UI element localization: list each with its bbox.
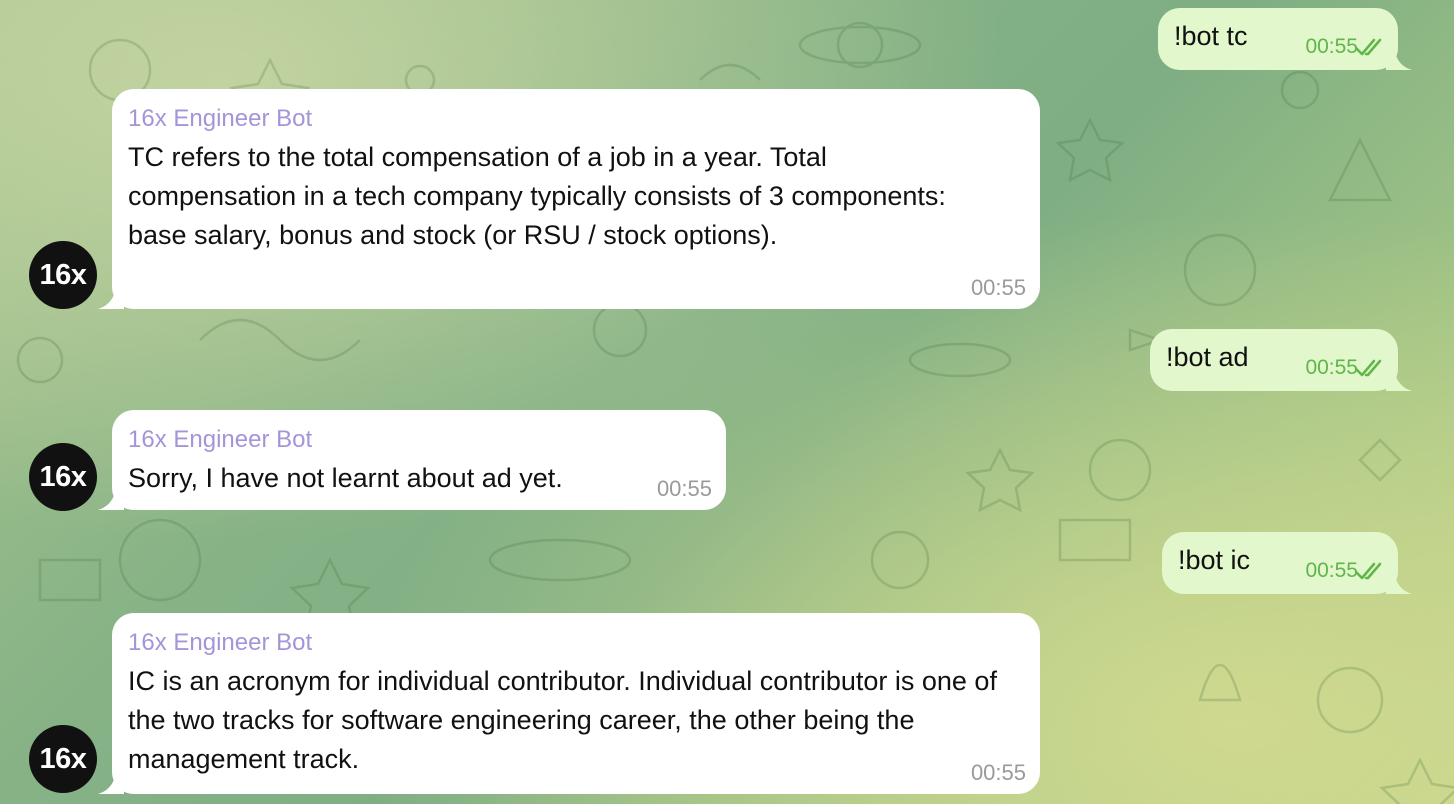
double-check-icon xyxy=(1354,562,1382,580)
message-time: 00:55 xyxy=(970,760,1026,785)
double-check-icon xyxy=(1354,38,1382,56)
message-text: !bot ic xyxy=(1178,545,1251,575)
outgoing-message[interactable]: !bot ad 00:55 xyxy=(1150,329,1398,391)
outgoing-message[interactable]: !bot ic 00:55 xyxy=(1162,532,1398,594)
double-check-icon xyxy=(1354,359,1382,377)
bot-avatar[interactable]: 16x xyxy=(29,241,97,309)
message-time: 00:55 xyxy=(656,476,712,501)
sender-name[interactable]: 16x Engineer Bot xyxy=(128,426,313,453)
message-text: TC refers to the total compensation of a… xyxy=(128,142,946,250)
sender-name[interactable]: 16x Engineer Bot xyxy=(128,105,313,132)
message-text: !bot tc xyxy=(1174,21,1248,51)
message-text: Sorry, I have not learnt about ad yet. xyxy=(128,463,563,493)
incoming-message[interactable]: 16x Engineer Bot IC is an acronym for in… xyxy=(112,613,1040,794)
message-time: 00:55 xyxy=(1305,356,1358,379)
bot-avatar[interactable]: 16x xyxy=(29,443,97,511)
incoming-message[interactable]: 16x Engineer Bot TC refers to the total … xyxy=(112,89,1040,309)
message-time: 00:55 xyxy=(970,275,1026,300)
outgoing-message[interactable]: !bot tc 00:55 xyxy=(1158,8,1398,70)
sender-name[interactable]: 16x Engineer Bot xyxy=(128,629,313,656)
message-text: !bot ad xyxy=(1166,342,1249,372)
message-time: 00:55 xyxy=(1305,35,1358,58)
bot-avatar[interactable]: 16x xyxy=(29,725,97,793)
message-time: 00:55 xyxy=(1305,559,1358,582)
message-text: IC is an acronym for individual contribu… xyxy=(128,666,997,774)
incoming-message[interactable]: 16x Engineer Bot Sorry, I have not learn… xyxy=(112,410,726,510)
